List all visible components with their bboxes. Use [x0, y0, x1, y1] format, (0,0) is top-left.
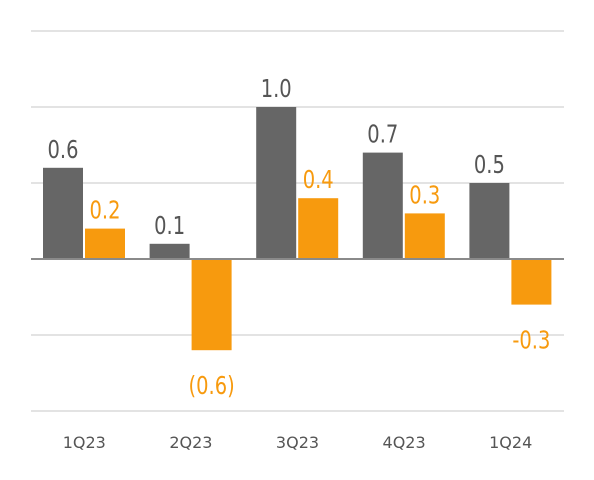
data-label-series1-4q23: 0.7: [367, 120, 398, 149]
data-label-series2-4q23: 0.3: [409, 181, 440, 210]
data-label-series2-1q23: 0.2: [90, 196, 121, 225]
x-tick-label-4q23: 4Q23: [383, 433, 426, 452]
bar-series2-1q24: [511, 259, 552, 305]
bar-series2-1q23: [85, 228, 125, 259]
bar-series1-3q23: [256, 107, 297, 259]
x-tick-label-1q23: 1Q23: [63, 433, 106, 452]
data-label-series1-3q23: 1.0: [261, 75, 292, 104]
x-tick-label-3q23: 3Q23: [276, 433, 319, 452]
bar-series1-2q23: [149, 243, 190, 259]
bar-series2-3q23: [298, 198, 339, 259]
data-label-series1-2q23: 0.1: [154, 211, 185, 240]
data-label-series1-1q24: 0.5: [474, 151, 505, 180]
bar-series1-1q23: [43, 167, 83, 259]
data-label-series1-1q23: 0.6: [48, 135, 79, 164]
x-tick-label-1q24: 1Q24: [489, 433, 532, 452]
bar-series2-2q23: [191, 259, 232, 351]
data-label-series2-1q24: -0.3: [512, 326, 550, 355]
bar-series1-1q24: [469, 183, 510, 259]
data-label-series2-3q23: 0.4: [303, 166, 334, 195]
data-label-series2-2q23: (0.6): [188, 372, 234, 401]
bar-series2-4q23: [404, 213, 445, 259]
bar-series1-4q23: [362, 152, 403, 259]
x-tick-label-2q23: 2Q23: [169, 433, 212, 452]
